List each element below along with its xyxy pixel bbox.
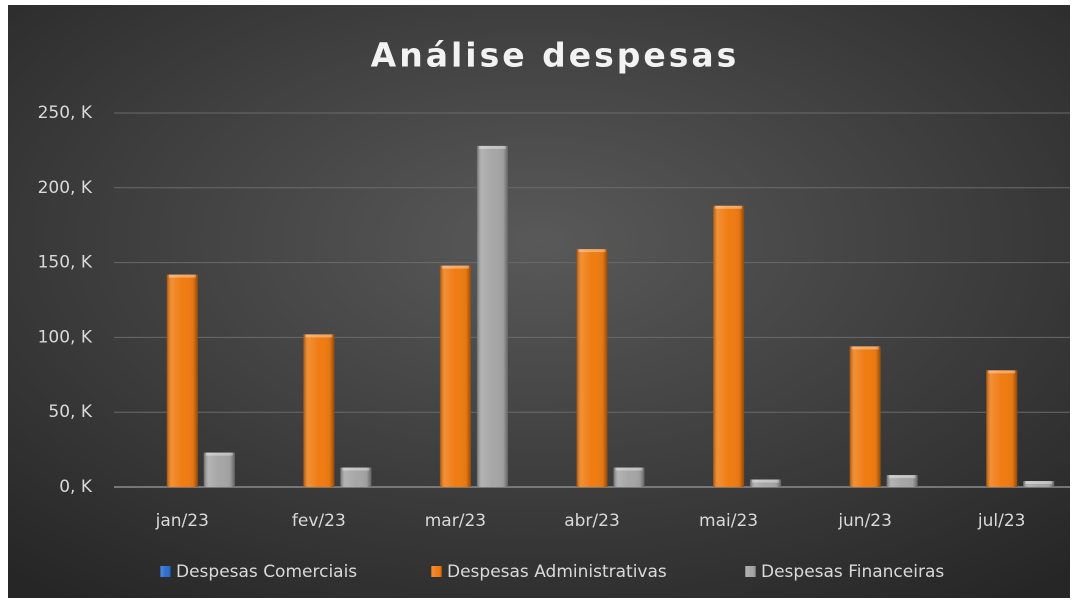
bar xyxy=(886,475,918,487)
bar-bevel xyxy=(342,467,370,471)
bar-face xyxy=(750,479,782,487)
legend-marker-bevel xyxy=(160,566,171,577)
y-tick-label: 0, K xyxy=(59,477,93,497)
chart-title: Análise despesas xyxy=(371,36,740,75)
bar-bevel xyxy=(752,479,780,483)
bar xyxy=(476,145,508,488)
bar-face xyxy=(340,467,372,487)
bar-bevel xyxy=(851,346,879,350)
x-tick-label: abr/23 xyxy=(564,511,620,531)
x-tick-label: fev/23 xyxy=(292,511,346,531)
y-tick-label: 200, K xyxy=(38,178,93,198)
x-tick-label: jul/23 xyxy=(977,511,1026,531)
bar xyxy=(303,334,335,487)
bar-face xyxy=(203,452,235,487)
bar-face xyxy=(166,274,198,487)
bar-bevel xyxy=(715,205,743,209)
bar-bevel xyxy=(168,274,196,278)
bar xyxy=(203,452,235,487)
bar xyxy=(750,479,782,487)
bar-bevel xyxy=(988,370,1016,374)
bar-bevel xyxy=(1025,481,1053,485)
y-tick-label: 150, K xyxy=(38,253,93,273)
bar xyxy=(849,346,881,487)
bar-face xyxy=(613,467,645,487)
bar-face xyxy=(576,249,608,487)
bar-face xyxy=(303,334,335,487)
x-tick-label: jan/23 xyxy=(155,511,209,531)
bar xyxy=(340,467,372,487)
legend-label: Despesas Administrativas xyxy=(447,562,667,582)
bar-face xyxy=(439,265,471,487)
bar-bevel xyxy=(478,145,506,149)
y-tick-label: 100, K xyxy=(38,327,93,347)
x-tick-label: mai/23 xyxy=(699,511,758,531)
bar xyxy=(576,249,608,487)
x-tick-label: mar/23 xyxy=(425,511,486,531)
bar-face xyxy=(849,346,881,487)
bar-face xyxy=(886,475,918,487)
bar-bevel xyxy=(205,452,233,456)
bar xyxy=(1023,481,1055,487)
bar-face xyxy=(1023,481,1055,487)
bar-bevel xyxy=(305,334,333,338)
bar xyxy=(713,205,745,487)
bar-bevel xyxy=(578,249,606,253)
legend-marker-bevel xyxy=(745,566,756,577)
y-tick-label: 50, K xyxy=(48,402,92,422)
bar-face xyxy=(713,205,745,487)
bar xyxy=(439,265,471,487)
bar-face xyxy=(476,145,508,488)
bar xyxy=(986,370,1018,487)
bar-face xyxy=(986,370,1018,487)
legend-label: Despesas Comerciais xyxy=(176,562,357,582)
legend-marker-bevel xyxy=(431,566,442,577)
x-tick-label: jun/23 xyxy=(837,511,892,531)
bar xyxy=(613,467,645,487)
y-tick-label: 250, K xyxy=(38,103,93,123)
bar-bevel xyxy=(615,467,643,471)
bar-bevel xyxy=(888,475,916,479)
legend-label: Despesas Financeiras xyxy=(761,562,944,582)
bar xyxy=(166,274,198,487)
bar-bevel xyxy=(441,265,469,269)
